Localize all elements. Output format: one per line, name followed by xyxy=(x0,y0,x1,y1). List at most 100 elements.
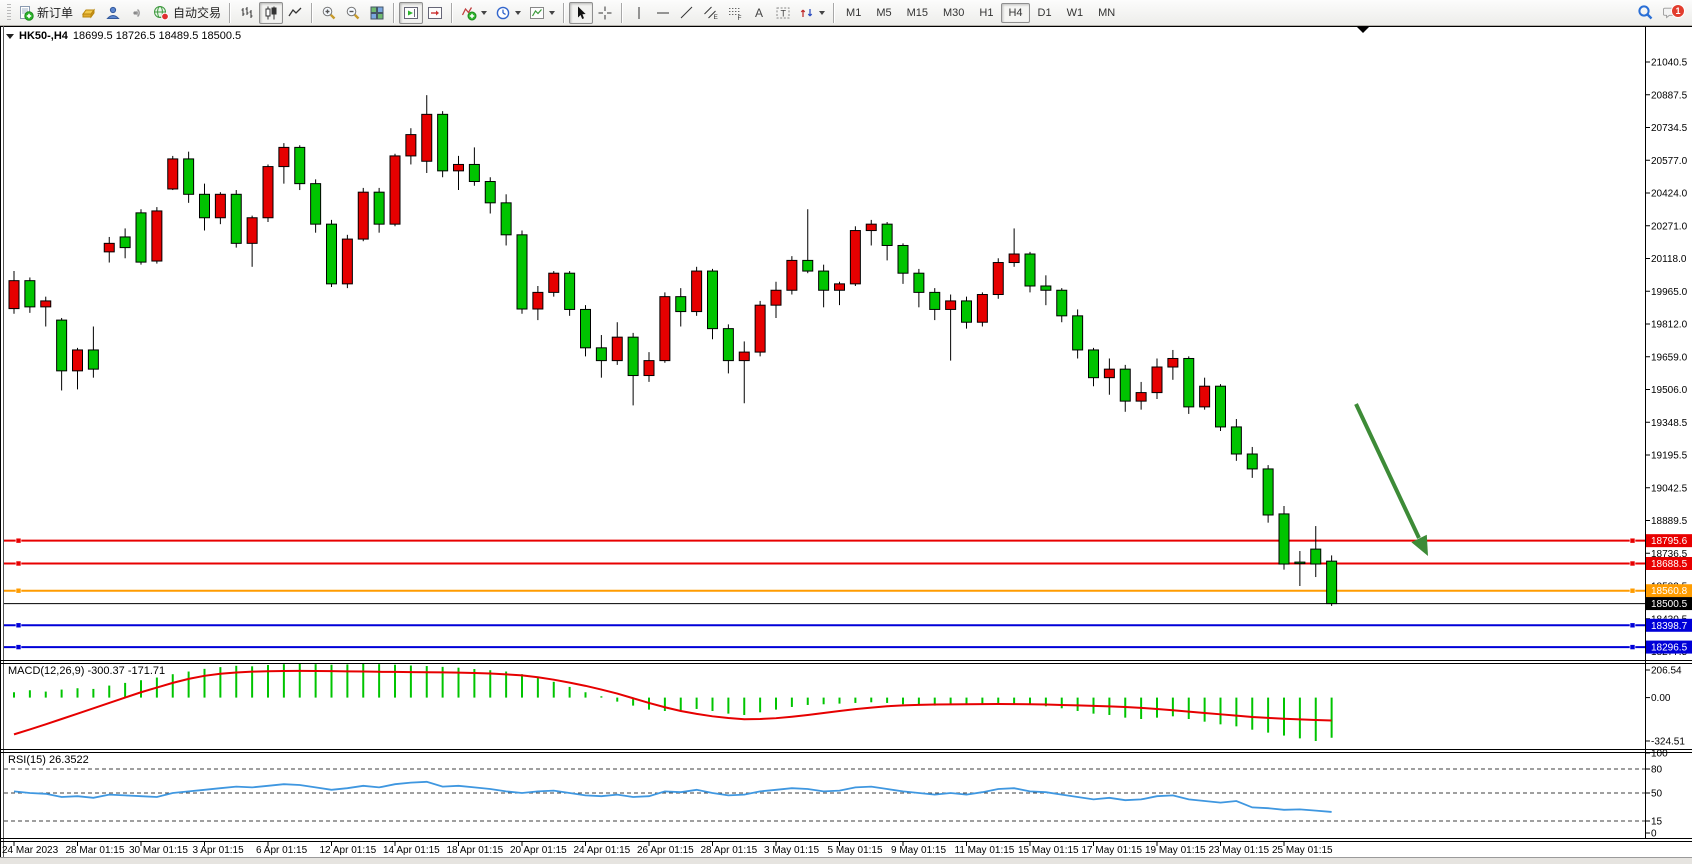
autotrade-button[interactable]: 自动交易 xyxy=(149,2,225,24)
notifications-button[interactable]: 1 xyxy=(1658,2,1685,24)
candlestick-chart-button[interactable] xyxy=(259,1,284,24)
price-tick-label: 19659.0 xyxy=(1651,352,1688,363)
candle-body xyxy=(1040,285,1052,291)
price-tick-label: 20424.0 xyxy=(1651,189,1688,200)
candle-body xyxy=(405,134,417,157)
candle-body xyxy=(1262,468,1274,516)
time-axis-label: 20 Apr 01:15 xyxy=(510,845,567,856)
time-axis: 24 Mar 2023 28 Mar 01:15 30 Mar 01:15 3 Apr… xyxy=(2,841,1333,856)
candle-body xyxy=(1246,453,1258,470)
time-axis-label: 24 Mar 2023 xyxy=(2,845,59,856)
timeframe-m30-button[interactable]: M30 xyxy=(936,3,971,23)
time-axis-label: 28 Apr 01:15 xyxy=(701,845,758,856)
equidistant-channel-icon: E xyxy=(704,6,719,21)
candle-body xyxy=(135,212,147,263)
tile-windows-button[interactable] xyxy=(365,2,389,24)
signals-button[interactable] xyxy=(125,2,149,24)
line-chart-button[interactable] xyxy=(283,2,307,24)
text-label-button[interactable]: T xyxy=(771,2,795,24)
timeframe-mn-button[interactable]: MN xyxy=(1091,3,1122,23)
trend-arrow-annotation[interactable] xyxy=(1354,403,1428,556)
svg-text:T: T xyxy=(781,8,787,18)
time-axis-label: 17 May 01:15 xyxy=(1082,845,1143,856)
candle-body xyxy=(437,113,449,172)
search-button[interactable] xyxy=(1633,2,1658,24)
time-axis-label: 19 May 01:15 xyxy=(1145,845,1206,856)
timeframe-d1-button[interactable]: D1 xyxy=(1031,3,1059,23)
fibonacci-button[interactable]: F xyxy=(723,2,747,24)
timeframe-m5-button[interactable]: M5 xyxy=(869,3,898,23)
chart-shift-marker[interactable] xyxy=(1357,27,1369,33)
candle-body xyxy=(421,113,433,162)
templates-button[interactable] xyxy=(525,2,559,24)
horizontal-line-button[interactable] xyxy=(651,2,675,24)
auto-scroll-button[interactable] xyxy=(399,1,424,24)
text-button[interactable]: A xyxy=(747,2,771,24)
line-handle[interactable] xyxy=(1629,644,1636,650)
equidistant-channel-button[interactable]: E xyxy=(699,2,723,24)
timeframe-m15-button[interactable]: M15 xyxy=(900,3,935,23)
candle-body xyxy=(627,336,639,377)
timeframe-h1-button[interactable]: H1 xyxy=(972,3,1000,23)
candle-body xyxy=(278,146,290,168)
chart-collapse-icon[interactable] xyxy=(6,33,14,39)
periods-clock-icon xyxy=(496,6,510,19)
line-handle[interactable] xyxy=(1629,587,1636,594)
price-badge xyxy=(1646,534,1692,548)
candle-body xyxy=(1072,315,1084,351)
timeframe-w1-button[interactable]: W1 xyxy=(1060,3,1091,23)
trendline-button[interactable] xyxy=(675,2,699,24)
zoom-in-button[interactable] xyxy=(317,2,341,24)
timeframe-h4-button[interactable]: H4 xyxy=(1001,2,1030,23)
line-handle[interactable] xyxy=(1629,560,1636,567)
bar-chart-icon xyxy=(241,6,253,18)
new-order-button[interactable]: 新订单 xyxy=(14,2,77,24)
candle-body xyxy=(1151,366,1163,394)
crosshair-button[interactable] xyxy=(593,2,617,24)
arrows-icon xyxy=(800,8,813,17)
zoom-out-button[interactable] xyxy=(341,2,365,24)
fibonacci-icon: F xyxy=(729,7,742,21)
svg-text:F: F xyxy=(738,15,742,21)
cursor-button[interactable] xyxy=(569,1,594,24)
candle-body xyxy=(72,349,83,372)
time-axis-label: 23 May 01:15 xyxy=(1209,845,1270,856)
price-tick-label: 19506.0 xyxy=(1651,385,1688,396)
arrows-button[interactable] xyxy=(795,2,829,24)
market-watch-button[interactable] xyxy=(77,2,101,24)
line-handle[interactable] xyxy=(1629,537,1636,544)
time-axis-label: 11 May 01:15 xyxy=(955,845,1015,856)
indicators-button[interactable] xyxy=(457,2,491,24)
chart-shift-button[interactable] xyxy=(423,2,447,24)
candle-body xyxy=(1008,253,1020,264)
rsi-axis-label: 100 xyxy=(1651,749,1668,760)
candle-body xyxy=(1199,385,1211,408)
timeframe-m1-button[interactable]: M1 xyxy=(839,3,868,23)
price-tick-label: 19348.5 xyxy=(1651,418,1688,429)
horizontal-line-objects[interactable] xyxy=(4,537,1645,650)
candle-body xyxy=(961,300,972,323)
vertical-line-button[interactable] xyxy=(627,2,651,24)
candle-body xyxy=(929,291,941,310)
candle-body xyxy=(564,272,576,310)
candle-body xyxy=(1119,368,1131,402)
line-handle[interactable] xyxy=(15,560,22,567)
macd-signal-line xyxy=(13,669,1332,736)
candle-body xyxy=(151,210,163,262)
candle-body xyxy=(849,230,861,285)
line-handle[interactable] xyxy=(15,622,22,629)
candle-body xyxy=(484,181,496,204)
line-handle[interactable] xyxy=(1629,622,1636,629)
price-badges: 18795.6 18688.5 18560.8 18398.7 18296.5 18500… xyxy=(1646,534,1692,654)
bar-chart-button[interactable] xyxy=(235,2,259,24)
line-handle[interactable] xyxy=(15,644,22,650)
line-handle[interactable] xyxy=(15,537,22,544)
navigator-button[interactable] xyxy=(101,2,125,24)
candle-body xyxy=(1278,513,1290,565)
candle-body xyxy=(1294,561,1306,565)
candle-body xyxy=(103,242,115,253)
line-handle[interactable] xyxy=(15,587,22,594)
rsi-pane: 100 80 50 150 xyxy=(4,749,1668,840)
periods-button[interactable] xyxy=(491,2,525,24)
